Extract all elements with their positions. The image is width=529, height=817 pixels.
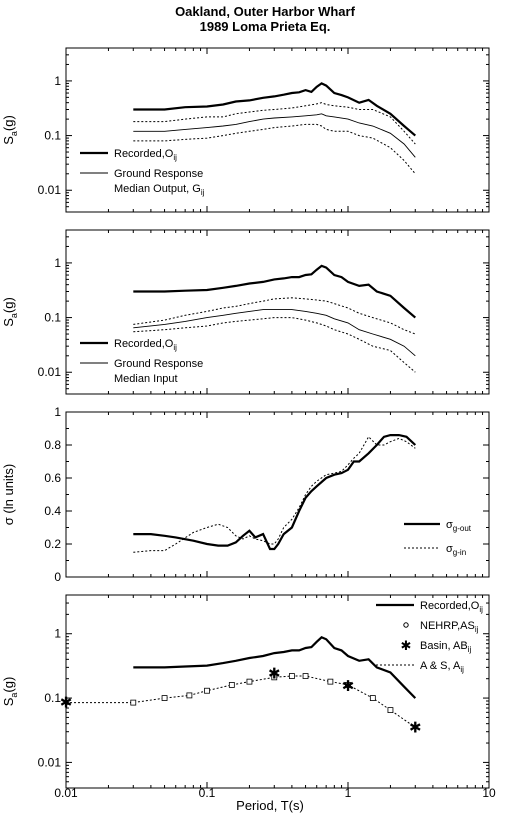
figure-title-line2: 1989 Loma Prieta Eq. (200, 19, 331, 34)
panel2-legend-label: Recorded,Oij (114, 338, 177, 352)
panel4-star-marker: ✱ (268, 666, 281, 683)
panel2-y-tick-label: 0.1 (44, 311, 61, 325)
panel1-series-2-line (133, 102, 416, 145)
panel4-square-marker (246, 678, 253, 685)
panel1-y-tick-label: 0.1 (44, 129, 61, 143)
panel3-y-tick-label: 0 (54, 570, 61, 584)
panel4-square-marker (387, 707, 394, 714)
panel-2-spectra-input: 1 0.1 0.01 Sa(g) Recorded,Oij Ground Response… (1, 229, 490, 395)
panel4-square-marker (186, 692, 193, 699)
panel3-y-tick-label: 1 (54, 405, 61, 419)
panel3-legend-label: σg-out (446, 519, 472, 533)
panel4-square-marker (345, 682, 351, 688)
panel3-y-axis-label: σ (ln units) (1, 464, 16, 525)
panel4-square-marker (302, 673, 309, 679)
panel2-series-2-line (133, 297, 416, 335)
panel4-square-marker (288, 673, 295, 679)
panel4-square-marker (369, 695, 376, 701)
panel4-square-marker (204, 687, 210, 694)
panel2-series-4-line (133, 317, 416, 373)
panel4-legend-label: A & S, Aij (420, 660, 464, 674)
panel2-y-tick-label: 0.01 (38, 365, 62, 379)
panel1-series-1-line (133, 82, 417, 137)
panel-4-code-spectra: 1 0.1 0.01 Sa(g) ✱ ✱ ✱ ✱ Recorded,Oij NEHRP,ASij ✱… (1, 594, 490, 789)
panel-1-spectra-output: 1 0.1 0.01 Sa(g) Recorded,Oij Ground Response… (1, 47, 490, 213)
panel4-legend-swatch (403, 622, 409, 628)
panel2-y-axis-label: Sa(g) (1, 297, 19, 327)
panel4-star-marker: ✱ (60, 695, 73, 712)
panel4-legend-label: NEHRP,ASij (420, 620, 479, 634)
figure-title-line1: Oakland, Outer Harbor Wharf (175, 4, 356, 19)
panel4-y-tick-label: 1 (54, 627, 61, 641)
panel4-square-marker (130, 699, 137, 706)
panel3-legend-label: σg-in (446, 543, 466, 557)
panel1-legend-label: Recorded,Oij (114, 148, 177, 162)
panel1-legend-label: Median Output, Gij (114, 183, 205, 197)
panel1-frame (65, 47, 490, 213)
panel4-square-marker (271, 674, 278, 681)
x-tick-label: 10 (482, 786, 496, 800)
panel4-square-marker (228, 682, 235, 688)
panel3-y-tick-label: 0.2 (44, 537, 61, 551)
panel1-y-tick-label: 1 (54, 74, 61, 88)
x-tick-label: 1 (345, 786, 352, 800)
panel4-y-axis-label: Sa(g) (1, 677, 19, 707)
panel4-legend-label: Basin, ABij (420, 640, 471, 654)
panel3-series-1-line (133, 434, 417, 551)
panel3-series-2-line (133, 435, 416, 553)
panel2-y-tick-label: 1 (54, 256, 61, 270)
x-tick-label: 0.01 (54, 786, 78, 800)
panel4-star-marker: ✱ (342, 678, 355, 695)
panel2-series-3-line (133, 309, 416, 357)
panel3-y-tick-label: 0.6 (44, 471, 61, 485)
panel4-y-tick-label: 0.01 (38, 755, 62, 769)
panel2-frame (65, 229, 490, 395)
panel4-legend-swatch: ✱ (401, 638, 412, 653)
panel3-frame (65, 411, 490, 578)
panel1-legend-label: Ground Response (114, 168, 203, 180)
panel4-frame (65, 594, 490, 789)
panel4-series-1-line (133, 636, 417, 699)
panel3-y-tick-label: 0.4 (44, 504, 61, 518)
panel1-y-tick-label: 0.01 (38, 183, 62, 197)
panel4-legend-label: Recorded,Oij (420, 600, 483, 614)
x-tick-label: 0.1 (199, 786, 216, 800)
panel2-series-1-line (133, 264, 417, 319)
x-tick-labels: 0.01 0.1 1 10 (54, 786, 496, 800)
panel4-square-marker (327, 678, 334, 685)
panel2-legend-label: Ground Response (114, 358, 203, 370)
panel4-series-2-line (66, 675, 416, 728)
panel1-y-axis-label: Sa(g) (1, 115, 19, 145)
panel4-square-marker (161, 695, 168, 701)
panel1-series-3-line (133, 113, 416, 158)
panel2-legend-label: Median Input (114, 373, 178, 385)
panel4-star-marker: ✱ (409, 719, 422, 736)
panel1-series-4-line (133, 123, 416, 175)
panel-3-sigma: 1 0.8 0.6 0.4 0.2 0 σ (ln units) σg-out σg-in (1, 405, 490, 584)
panel4-y-tick-label: 0.1 (44, 691, 61, 705)
x-axis-label: Period, T(s) (236, 798, 304, 813)
panel3-y-tick-label: 0.8 (44, 438, 61, 452)
